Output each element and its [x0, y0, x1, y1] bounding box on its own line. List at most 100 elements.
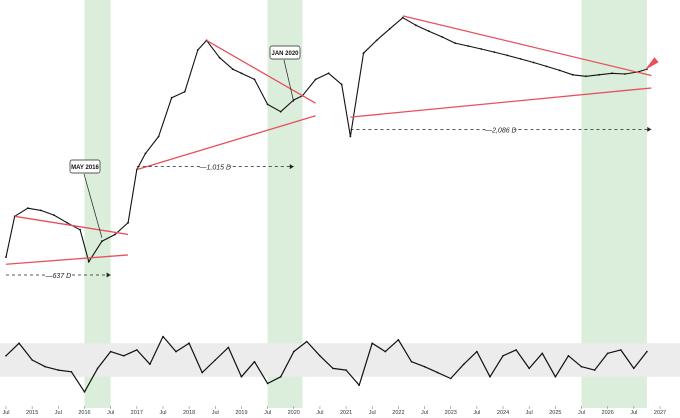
oscillator-point	[436, 371, 439, 374]
x-tick-label: Jul	[264, 410, 271, 416]
oscillator-band	[0, 343, 680, 377]
x-tick-label: Jul	[159, 410, 166, 416]
x-tick-label: 2020	[288, 410, 300, 416]
price-point	[480, 48, 483, 50]
price-point	[314, 78, 317, 81]
x-tick-label: 2015	[26, 410, 38, 416]
trendline-lower-3	[350, 87, 652, 118]
oscillator-point	[96, 367, 99, 370]
x-tick-label: 2016	[78, 410, 90, 416]
price-point	[375, 39, 378, 42]
price-point	[101, 240, 103, 243]
oscillator-point	[57, 369, 60, 371]
oscillator-panel	[0, 335, 680, 393]
price-point	[53, 214, 55, 217]
x-tick-label: 2027	[654, 410, 666, 416]
oscillator-point	[5, 355, 7, 357]
x-tick-label: 2024	[497, 410, 509, 416]
distance-label-bg	[45, 270, 72, 281]
oscillator-point	[646, 350, 648, 353]
price-point	[362, 52, 365, 55]
oscillator-point	[580, 365, 583, 368]
oscillator-line	[5, 335, 648, 393]
price-point	[253, 78, 256, 81]
distance-label-bg	[202, 161, 229, 172]
price-point	[240, 72, 243, 75]
oscillator-point	[593, 369, 596, 371]
oscillator-point	[476, 350, 478, 353]
oscillator-point	[279, 376, 282, 378]
oscillator-point	[345, 369, 347, 371]
oscillator-point	[70, 371, 73, 373]
price-point	[493, 51, 496, 53]
price-point	[349, 135, 352, 138]
oscillator-point	[463, 363, 465, 366]
price-point	[428, 30, 430, 33]
oscillator-point	[162, 335, 164, 338]
price-point	[467, 45, 470, 47]
price-point	[340, 83, 343, 86]
x-tick-label: 2026	[602, 410, 614, 416]
callout-leader	[283, 59, 295, 103]
oscillator-point	[449, 377, 452, 380]
x-tick-label: 2019	[235, 410, 247, 416]
oscillator-point	[188, 342, 190, 345]
price-point	[170, 96, 173, 99]
price-point	[414, 24, 417, 27]
oscillator-point	[253, 360, 256, 363]
oscillator-point	[306, 340, 308, 343]
trendline-lower-2	[136, 115, 316, 171]
x-tick-label: 2017	[131, 410, 143, 416]
x-axis: Jul 2015 Jul 2016 Jul 2017 Jul 2018 Jul 2019 Jul 20…	[2, 406, 666, 416]
callout-box	[69, 159, 101, 174]
price-point	[218, 56, 221, 59]
oscillator-point	[18, 342, 20, 345]
x-tick-label: Jul	[316, 410, 323, 416]
distance-arrowhead-icon	[289, 164, 294, 170]
oscillator-point	[175, 350, 177, 353]
price-point	[144, 152, 147, 155]
oscillator-point	[541, 352, 544, 355]
highlight-period-2	[267, 0, 303, 408]
oscillator-point	[44, 365, 46, 368]
oscillator-point	[136, 349, 138, 351]
oscillator-point	[266, 382, 269, 385]
x-tick-label: Jul	[2, 410, 9, 416]
callout-label: JAN 2020	[271, 51, 299, 57]
price-point	[585, 75, 587, 78]
price-point	[40, 209, 42, 212]
oscillator-point	[83, 391, 86, 393]
price-point	[506, 54, 509, 57]
trendline-lower-1	[5, 254, 129, 265]
price-point	[157, 135, 160, 138]
oscillator-point	[240, 376, 243, 378]
price-point	[279, 110, 282, 113]
oscillator-point	[502, 355, 504, 357]
price-point	[327, 72, 330, 75]
callout-leader	[83, 173, 103, 238]
oscillator-point	[489, 376, 491, 378]
trendlines	[5, 15, 659, 265]
oscillator-point	[319, 355, 321, 357]
x-tick-label: Jul	[526, 410, 533, 416]
oscillator-point	[293, 350, 295, 353]
oscillator-point	[384, 350, 387, 353]
distance-label: —637 D	[44, 273, 71, 280]
oscillator-point	[567, 355, 570, 357]
price-point	[598, 73, 600, 76]
highlight-period-3	[581, 0, 647, 408]
trendline-upper-1	[14, 215, 129, 236]
oscillator-point	[149, 363, 151, 366]
trendline-upper-2	[206, 39, 316, 104]
x-tick-label: Jul	[630, 410, 637, 416]
x-tick-label: 2018	[183, 410, 195, 416]
oscillator-point	[358, 384, 361, 387]
price-point	[87, 260, 90, 263]
x-tick-label: Jul	[212, 410, 219, 416]
price-point	[624, 73, 626, 75]
x-tick-label: Jul	[369, 410, 376, 416]
oscillator-point	[620, 349, 622, 351]
oscillator-point	[332, 367, 334, 370]
distance-label: —1,015 D	[199, 165, 232, 172]
